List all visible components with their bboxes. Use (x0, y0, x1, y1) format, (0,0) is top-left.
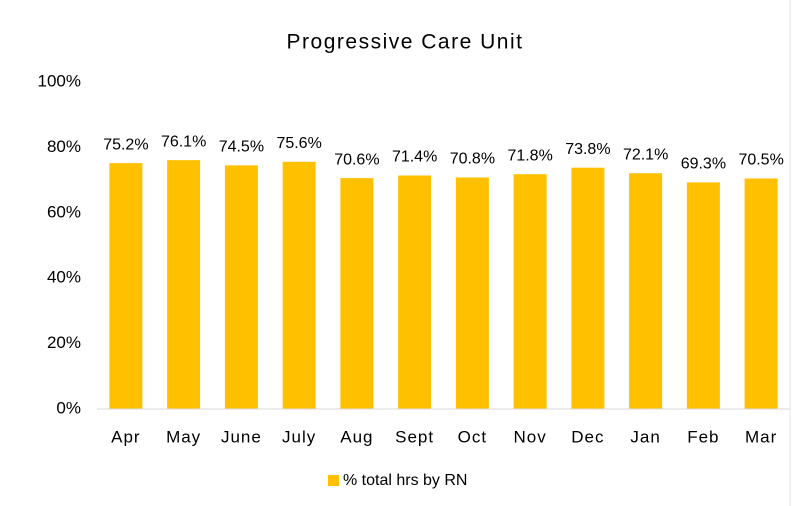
bar (340, 178, 374, 409)
x-tick-label: Feb (687, 427, 719, 446)
x-tick-label: July (282, 427, 316, 446)
y-tick-label: 60% (47, 202, 81, 221)
bar (282, 161, 316, 409)
y-tick-label: 100% (38, 71, 81, 90)
bar (167, 160, 201, 409)
bar (571, 167, 605, 409)
value-label: 71.8% (507, 147, 552, 164)
x-tick-label: Jan (630, 427, 660, 446)
value-label: 75.2% (103, 136, 148, 153)
x-tick-label: Mar (745, 427, 777, 446)
value-label: 70.6% (334, 151, 379, 168)
y-tick-label: 80% (47, 137, 81, 156)
bar (513, 174, 547, 409)
x-tick-label: Oct (458, 427, 487, 446)
x-tick-label: Dec (571, 427, 604, 446)
y-tick-label: 0% (56, 398, 81, 417)
x-tick-label: Sept (395, 427, 434, 446)
value-label: 70.5% (738, 152, 783, 169)
value-label: 71.4% (392, 149, 437, 166)
bar (398, 175, 432, 409)
legend-label: % total hrs by RN (343, 472, 467, 489)
value-label: 70.8% (450, 151, 495, 168)
bar (455, 177, 489, 409)
y-tick-label: 40% (47, 268, 81, 287)
bar (224, 165, 258, 409)
legend-swatch (328, 475, 339, 486)
value-label: 75.6% (276, 135, 321, 152)
x-tick-label: June (221, 427, 262, 446)
bar (629, 173, 663, 409)
value-label: 76.1% (161, 133, 206, 150)
x-tick-label: May (166, 427, 201, 446)
x-tick-label: Nov (514, 427, 547, 446)
bar (109, 163, 143, 409)
value-label: 73.8% (565, 141, 610, 158)
value-label: 69.3% (681, 156, 726, 173)
value-label: 72.1% (623, 146, 668, 163)
bar (744, 178, 778, 409)
y-tick-label: 20% (47, 333, 81, 352)
bar (686, 182, 720, 409)
x-tick-label: Apr (111, 427, 140, 446)
x-tick-label: Aug (340, 427, 373, 446)
value-label: 74.5% (219, 139, 264, 156)
chart-title: Progressive Care Unit (287, 31, 524, 54)
